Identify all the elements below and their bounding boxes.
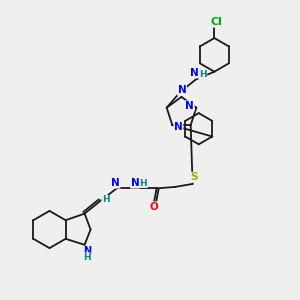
Text: H: H (102, 195, 110, 204)
Text: S: S (190, 172, 198, 182)
Text: H: H (83, 253, 91, 262)
Text: H: H (199, 70, 207, 79)
Text: N: N (130, 178, 140, 188)
Text: N: N (83, 246, 91, 256)
Text: O: O (149, 202, 158, 212)
Text: Cl: Cl (210, 17, 222, 27)
Text: N: N (174, 122, 183, 132)
Text: N: N (185, 101, 194, 111)
Text: H: H (140, 178, 147, 188)
Text: N: N (190, 68, 198, 78)
Text: N: N (111, 178, 120, 188)
Text: N: N (178, 85, 187, 95)
